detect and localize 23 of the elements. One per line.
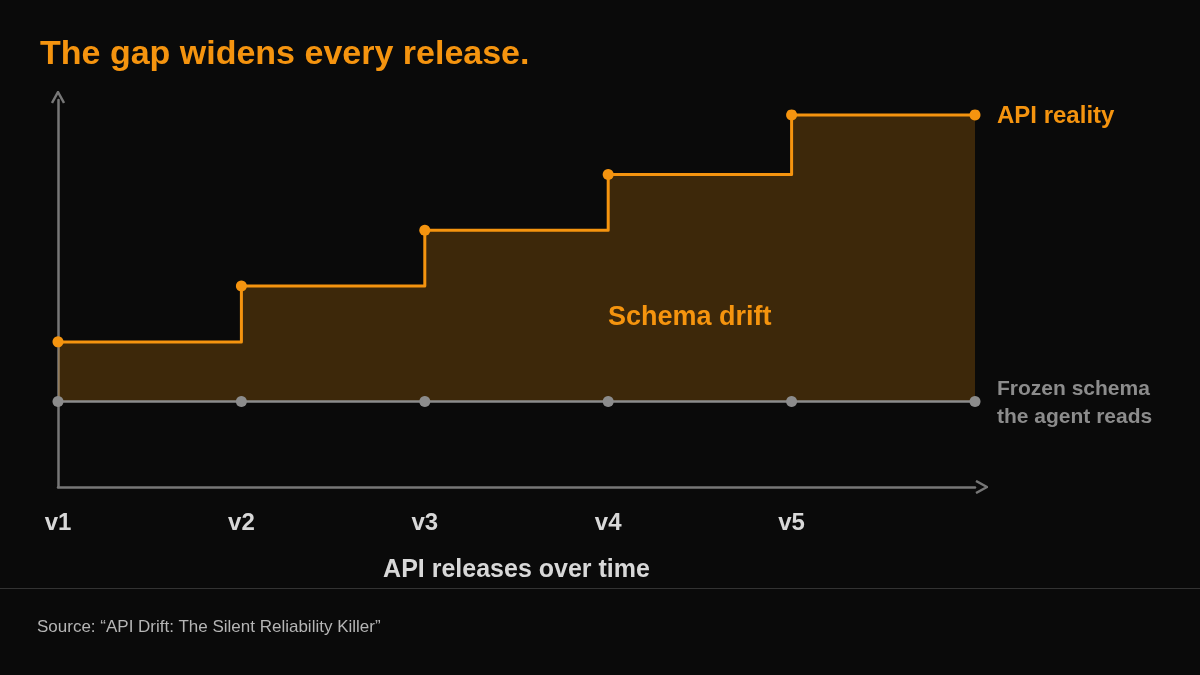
- point: [969, 109, 981, 121]
- point: [969, 395, 981, 407]
- series-label: Frozen schema the agent reads: [997, 375, 1153, 427]
- point: [786, 395, 798, 407]
- point: [52, 395, 64, 407]
- point: [235, 395, 247, 407]
- x-tick-label: v4: [594, 507, 623, 535]
- chart-title: The gap widens every release.: [40, 33, 530, 71]
- point: [52, 336, 64, 348]
- point: [786, 109, 798, 121]
- point: [235, 280, 247, 292]
- x-axis-title: API releases over time: [383, 553, 650, 582]
- point: [602, 168, 614, 180]
- annotation: Schema drift: [608, 300, 772, 331]
- source-note: Source: “API Drift: The Silent Reliability Killer”: [37, 617, 381, 636]
- x-tick-label: v1: [44, 507, 72, 535]
- point: [419, 395, 431, 407]
- x-tick-label: v3: [411, 507, 439, 535]
- x-tick-label: v2: [228, 507, 255, 535]
- point: [419, 224, 431, 236]
- series-label: API reality: [997, 101, 1116, 129]
- x-tick-label: v5: [778, 507, 805, 535]
- point: [602, 395, 614, 407]
